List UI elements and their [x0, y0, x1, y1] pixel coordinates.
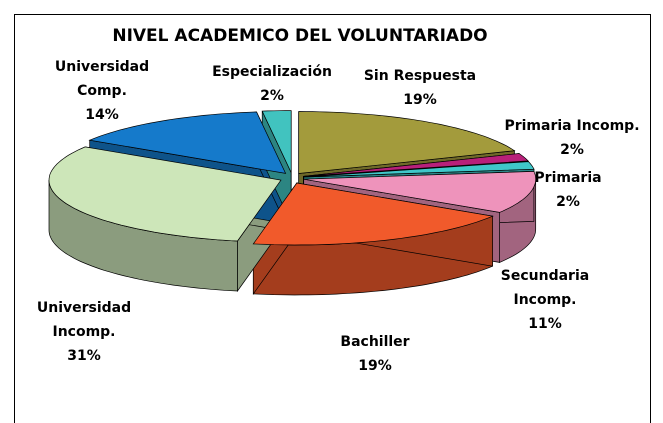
value-label: 11%: [528, 316, 562, 332]
slice: [88, 111, 287, 174]
category-label: Primaria: [534, 170, 602, 186]
chart-border: [14, 14, 651, 423]
category-label: Secundaria Incomp.: [500, 268, 590, 308]
data-label: Secundaria Incomp. 11%: [490, 264, 600, 336]
data-label: Sin Respuesta 19%: [345, 64, 495, 112]
category-label: Universidad Comp.: [54, 59, 150, 99]
category-label: Especialización: [212, 64, 332, 80]
data-label: Primaria Incomp. 2%: [482, 114, 662, 162]
value-label: 2%: [260, 88, 284, 104]
slice: [303, 153, 529, 177]
data-label: Especialización 2%: [192, 60, 352, 108]
value-label: 14%: [85, 107, 119, 123]
value-label: 2%: [560, 142, 584, 158]
category-label: Universidad Incomp.: [36, 300, 132, 340]
slice: [298, 111, 516, 174]
data-label: Bachiller 19%: [315, 330, 435, 378]
category-label: Primaria Incomp.: [504, 118, 640, 134]
category-label: Bachiller: [340, 334, 410, 350]
slice: [48, 146, 282, 242]
slice: [261, 110, 292, 173]
value-label: 2%: [556, 194, 580, 210]
data-label: Universidad Comp. 14%: [47, 55, 157, 127]
slice: [303, 161, 535, 178]
chart-title: NIVEL ACADEMICO DEL VOLUNTARIADO: [112, 26, 488, 46]
category-label: Sin Respuesta: [363, 68, 477, 84]
value-label: 31%: [67, 348, 101, 364]
slice: [252, 182, 494, 246]
data-label: Primaria 2%: [518, 166, 618, 214]
value-label: 19%: [403, 92, 437, 108]
value-label: 19%: [358, 358, 392, 374]
slice: [303, 171, 537, 213]
data-label: Universidad Incomp. 31%: [19, 296, 149, 368]
